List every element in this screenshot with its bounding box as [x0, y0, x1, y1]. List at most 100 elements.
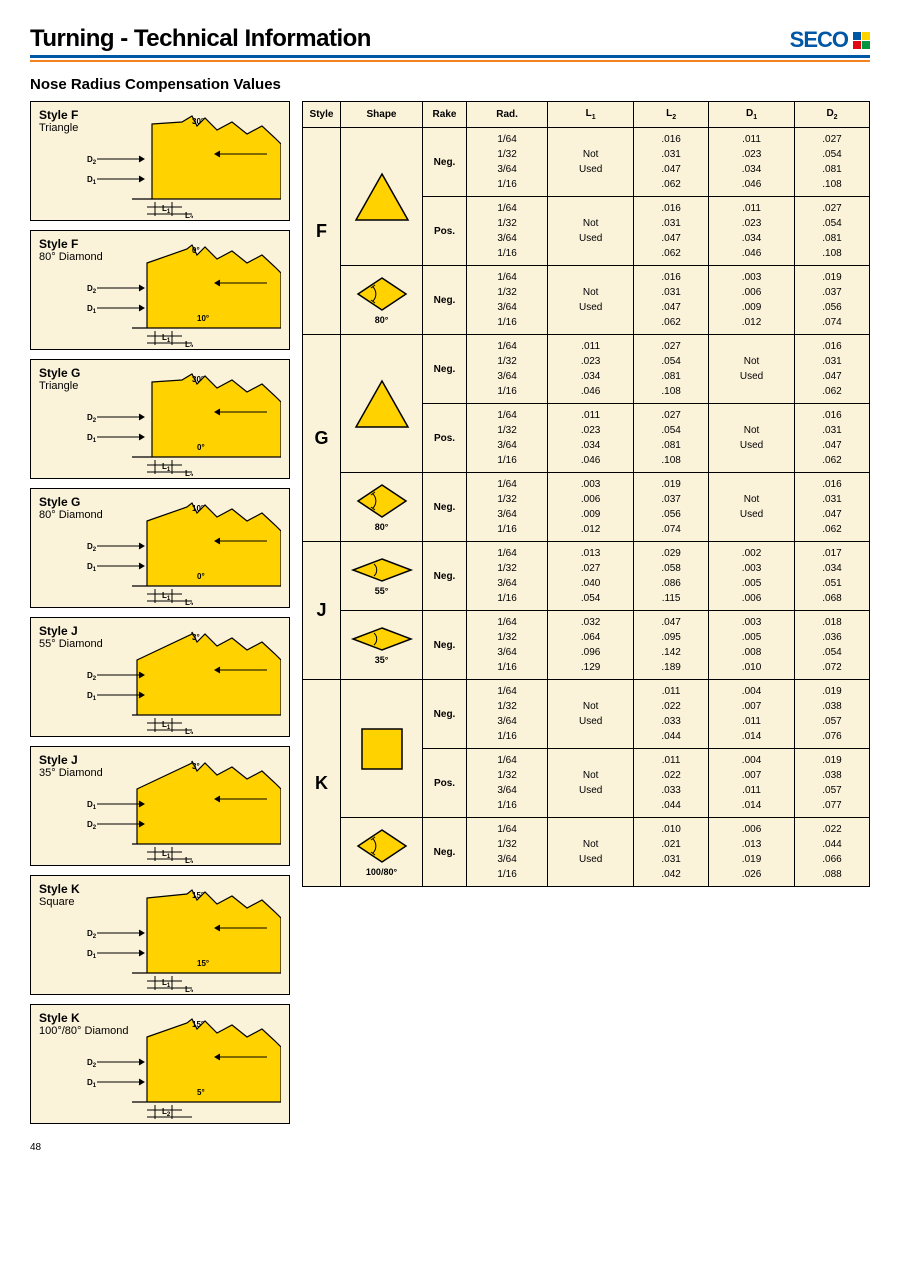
orange-divider — [30, 60, 870, 62]
svg-text:L1: L1 — [162, 462, 171, 473]
svg-text:D1: D1 — [87, 1078, 97, 1089]
d2-cell: .027 .054 .081 .108 — [795, 128, 870, 197]
rake-cell: Neg. — [423, 818, 467, 887]
style-letter: K — [303, 680, 341, 887]
rad-cell: 1/64 1/32 3/64 1/16 — [467, 197, 548, 266]
svg-text:30°: 30° — [192, 375, 204, 384]
svg-text:3°: 3° — [192, 762, 200, 771]
l1-cell: Not Used — [548, 680, 634, 749]
svg-text:L2: L2 — [185, 598, 194, 605]
svg-text:15°: 15° — [192, 1020, 204, 1029]
rake-cell: Neg. — [423, 680, 467, 749]
l1-cell: Not Used — [548, 197, 634, 266]
d2-cell: .019 .038 .057 .077 — [795, 749, 870, 818]
l1-cell: .032 .064 .096 .129 — [548, 611, 634, 680]
svg-text:D1: D1 — [87, 433, 97, 444]
rad-cell: 1/64 1/32 3/64 1/16 — [467, 611, 548, 680]
svg-text:D1: D1 — [87, 562, 97, 573]
col-header: D1 — [709, 102, 795, 128]
l1-cell: .011 .023 .034 .046 — [548, 335, 634, 404]
svg-text:0°: 0° — [197, 443, 205, 452]
l2-cell: .029 .058 .086 .115 — [634, 542, 709, 611]
svg-text:D2: D2 — [87, 413, 97, 424]
col-header: Rake — [423, 102, 467, 128]
style-card: Style K 100°/80° Diamond D2D1L215°5° — [30, 1004, 290, 1124]
col-header: D2 — [795, 102, 870, 128]
style-card: Style F Triangle D2D1L1L230° — [30, 101, 290, 221]
style-card: Style G Triangle D2D1L1L230°0° — [30, 359, 290, 479]
rad-cell: 1/64 1/32 3/64 1/16 — [467, 335, 548, 404]
svg-text:D2: D2 — [87, 671, 97, 682]
svg-text:L1: L1 — [162, 849, 171, 860]
rad-cell: 1/64 1/32 3/64 1/16 — [467, 128, 548, 197]
l2-cell: .011 .022 .033 .044 — [634, 749, 709, 818]
style-letter: J — [303, 542, 341, 680]
rad-cell: 1/64 1/32 3/64 1/16 — [467, 404, 548, 473]
d1-cell: Not Used — [709, 335, 795, 404]
rad-cell: 1/64 1/32 3/64 1/16 — [467, 473, 548, 542]
l1-cell: Not Used — [548, 128, 634, 197]
shape-cell: 80° — [341, 473, 423, 542]
rake-cell: Neg. — [423, 335, 467, 404]
svg-text:10°: 10° — [192, 504, 204, 513]
shape-cell: 100/80° — [341, 818, 423, 887]
rake-cell: Pos. — [423, 197, 467, 266]
d1-cell: .011 .023 .034 .046 — [709, 197, 795, 266]
d2-cell: .018 .036 .054 .072 — [795, 611, 870, 680]
table-row: 35° Neg.1/64 1/32 3/64 1/16.032 .064 .09… — [303, 611, 870, 680]
d1-cell: Not Used — [709, 473, 795, 542]
section-title: Nose Radius Compensation Values — [30, 76, 870, 93]
svg-text:D2: D2 — [87, 284, 97, 295]
svg-text:15°: 15° — [192, 891, 204, 900]
logo-sq-4 — [862, 41, 870, 49]
shape-cell — [341, 680, 423, 818]
svg-text:L2: L2 — [185, 727, 194, 734]
svg-text:L2: L2 — [185, 469, 194, 476]
svg-text:D2: D2 — [87, 542, 97, 553]
d2-cell: .019 .037 .056 .074 — [795, 266, 870, 335]
logo-sq-2 — [862, 32, 870, 40]
table-row: 100/80° Neg.1/64 1/32 3/64 1/16Not Used.… — [303, 818, 870, 887]
rake-cell: Neg. — [423, 128, 467, 197]
compensation-table: StyleShapeRakeRad.L1L2D1D2F Neg.1/64 1/3… — [302, 101, 870, 887]
l1-cell: Not Used — [548, 266, 634, 335]
shape-angle-label: 100/80° — [344, 867, 419, 877]
page-number: 48 — [30, 1142, 870, 1153]
table-row: J 55° Neg.1/64 1/32 3/64 1/16.013 .027 .… — [303, 542, 870, 611]
rad-cell: 1/64 1/32 3/64 1/16 — [467, 749, 548, 818]
l2-cell: .011 .022 .033 .044 — [634, 680, 709, 749]
d2-cell: .016 .031 .047 .062 — [795, 404, 870, 473]
svg-text:D1: D1 — [87, 691, 97, 702]
shape-angle-label: 35° — [344, 655, 419, 665]
col-header: Rad. — [467, 102, 548, 128]
table-column: StyleShapeRakeRad.L1L2D1D2F Neg.1/64 1/3… — [302, 101, 870, 887]
rad-cell: 1/64 1/32 3/64 1/16 — [467, 818, 548, 887]
style-card: Style J 35° Diamond D1D2L1L23° — [30, 746, 290, 866]
svg-text:5°: 5° — [197, 1088, 205, 1097]
l2-cell: .027 .054 .081 .108 — [634, 404, 709, 473]
d1-cell: .006 .013 .019 .026 — [709, 818, 795, 887]
d2-cell: .019 .038 .057 .076 — [795, 680, 870, 749]
d1-cell: .003 .005 .008 .010 — [709, 611, 795, 680]
svg-text:D2: D2 — [87, 820, 97, 831]
page-header: Turning - Technical Information SECO — [30, 25, 870, 58]
shape-cell: 55° — [341, 542, 423, 611]
rake-cell: Pos. — [423, 749, 467, 818]
l2-cell: .016 .031 .047 .062 — [634, 197, 709, 266]
d2-cell: .016 .031 .047 .062 — [795, 335, 870, 404]
svg-text:D2: D2 — [87, 929, 97, 940]
l2-cell: .019 .037 .056 .074 — [634, 473, 709, 542]
rake-cell: Neg. — [423, 473, 467, 542]
d1-cell: .002 .003 .005 .006 — [709, 542, 795, 611]
shape-angle-label: 80° — [344, 522, 419, 532]
l1-cell: Not Used — [548, 749, 634, 818]
logo-text: SECO — [790, 27, 848, 53]
l1-cell: Not Used — [548, 818, 634, 887]
svg-text:D1: D1 — [87, 304, 97, 315]
svg-text:D1: D1 — [87, 949, 97, 960]
svg-text:L1: L1 — [162, 333, 171, 344]
rad-cell: 1/64 1/32 3/64 1/16 — [467, 542, 548, 611]
style-card: Style J 55° Diamond D2D1L1L23° — [30, 617, 290, 737]
table-row: G Neg.1/64 1/32 3/64 1/16.011 .023 .034 … — [303, 335, 870, 404]
svg-text:3°: 3° — [192, 633, 200, 642]
